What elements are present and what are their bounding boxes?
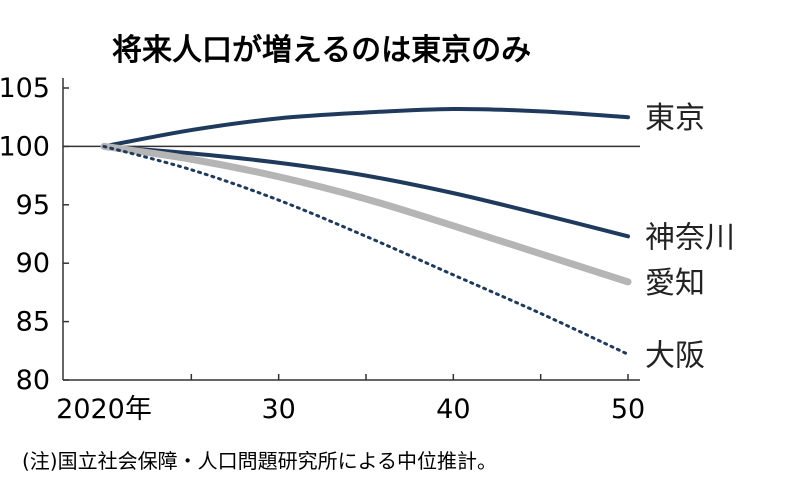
y-tick-label: 95 (16, 190, 50, 221)
y-tick-label: 85 (16, 307, 50, 338)
x-tick-label: 2020年 (56, 394, 152, 425)
x-tick-label: 30 (261, 394, 295, 425)
y-tick-label: 80 (16, 365, 50, 396)
y-tick-label: 90 (16, 248, 50, 279)
y-tick-label: 105 (0, 73, 50, 104)
series-line-3 (102, 144, 630, 356)
series-label-2: 愛知 (645, 266, 705, 301)
x-tick-label: 50 (611, 394, 645, 425)
chart-note: (注)国立社会保障・人口問題研究所による中位推計。 (22, 449, 497, 473)
series-label-3: 大阪 (645, 338, 705, 373)
series-line-1 (102, 144, 630, 239)
series-label-1: 神奈川 (645, 220, 735, 255)
x-tick-label: 40 (436, 394, 470, 425)
y-tick-label: 100 (0, 131, 50, 162)
chart-title: 将来人口が増えるのは東京のみ (112, 33, 531, 68)
series-lines (100, 107, 632, 356)
series-line-2 (100, 142, 632, 286)
series-line-0 (102, 107, 630, 149)
series-label-0: 東京 (645, 101, 705, 136)
